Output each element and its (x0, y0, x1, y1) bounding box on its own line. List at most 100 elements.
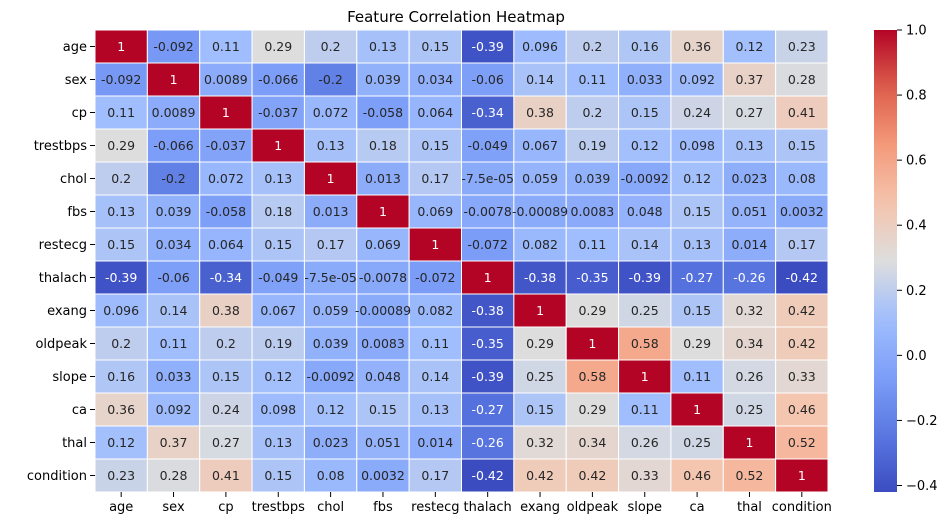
cell-annotation-cp-exang: 0.38 (526, 105, 554, 120)
cell-annotation-ca-condition: 0.46 (788, 402, 816, 417)
cell-annotation-thalach-age: -0.39 (105, 270, 137, 285)
heatmap-cell-thalach-condition (775, 260, 829, 295)
cell-annotation-chol-restecg: 0.17 (421, 171, 449, 186)
heatmap-cell-fbs-condition (775, 194, 829, 229)
heatmap-cell-ca-cp (199, 392, 253, 427)
colorbar: 1.0 0.8 0.6 0.4 0.2 0.0 −0.2 −0.4 (874, 24, 938, 494)
cell-annotation-trestbps-restecg: 0.15 (421, 138, 449, 153)
cell-annotation-exang-fbs: -0.00089 (355, 303, 411, 318)
heatmap-cell-thal-thalach (461, 425, 515, 460)
cell-annotation-fbs-thalach: -0.0078 (464, 204, 512, 219)
cell-annotation-thal-ca: 0.25 (683, 435, 711, 450)
cell-annotation-cp-sex: 0.0089 (152, 105, 196, 120)
heatmap-cell-sex-restecg (408, 62, 463, 97)
y-tick-label-restecg: restecg (39, 238, 87, 253)
x-tick-label-trestbps: trestbps (252, 500, 306, 515)
cell-annotation-sex-fbs: 0.039 (365, 72, 401, 87)
heatmap-cell-thalach-sex (146, 260, 201, 295)
x-tick-label-age: age (109, 500, 133, 515)
cell-annotation-restecg-trestbps: 0.15 (264, 237, 292, 252)
cell-annotation-restecg-thal: 0.014 (732, 237, 768, 252)
heatmap-cell-sex-thal (722, 62, 777, 97)
cell-annotation-cp-fbs: -0.058 (363, 105, 403, 120)
cell-annotation-sex-chol: -0.2 (318, 72, 342, 87)
cell-annotation-condition-condition: 1 (798, 468, 806, 483)
cell-annotation-oldpeak-thal: 0.34 (736, 336, 764, 351)
y-tick-label-condition: condition (27, 469, 87, 484)
heatmap-cell-trestbps-thalach (461, 128, 515, 163)
chart-title: Feature Correlation Heatmap (347, 8, 565, 26)
x-tick-label-thalach: thalach (464, 500, 512, 515)
cell-annotation-ca-cp: 0.24 (212, 402, 240, 417)
y-tick-label-thal: thal (62, 436, 87, 451)
y-tick-label-oldpeak: oldpeak (35, 337, 87, 352)
cell-annotation-ca-sex: 0.092 (156, 402, 192, 417)
cell-annotation-oldpeak-fbs: 0.0083 (361, 336, 405, 351)
cell-annotation-oldpeak-sex: 0.11 (160, 336, 188, 351)
heatmap-cell-thal-slope (618, 425, 672, 460)
cell-annotation-age-trestbps: 0.29 (264, 39, 292, 54)
y-tick-label-thalach: thalach (39, 271, 87, 286)
cell-annotation-age-age: 1 (117, 39, 125, 54)
y-tick-label-trestbps: trestbps (34, 139, 88, 154)
cell-annotation-cp-oldpeak: 0.2 (582, 105, 602, 120)
cell-annotation-thalach-ca: -0.27 (681, 270, 713, 285)
heatmap-cell-restecg-thal (722, 227, 777, 262)
x-tick-label-fbs: fbs (373, 500, 393, 515)
cell-annotation-condition-sex: 0.28 (160, 468, 188, 483)
cell-annotation-ca-thal: 0.25 (736, 402, 764, 417)
heatmap-cell-condition-thal (722, 458, 777, 493)
heatmap-cell-chol-thal (722, 161, 777, 196)
heatmap-cell-oldpeak-thalach (461, 326, 515, 361)
heatmap-cell-age-thalach (461, 29, 515, 64)
cell-annotation-chol-thalach: -7.5e-05 (461, 171, 514, 186)
cell-annotation-fbs-chol: 0.013 (313, 204, 349, 219)
cell-annotation-chol-sex: -0.2 (161, 171, 185, 186)
heatmap-cell-fbs-cp (199, 194, 253, 229)
cell-annotation-thalach-sex: -0.06 (157, 270, 189, 285)
cell-annotation-oldpeak-age: 0.2 (111, 336, 131, 351)
cell-annotation-oldpeak-ca: 0.29 (683, 336, 711, 351)
heatmap-cell-ca-sex (146, 392, 201, 427)
cell-annotation-thalach-chol: -7.5e-05 (304, 270, 357, 285)
heatmap-cell-age-oldpeak (565, 29, 620, 64)
heatmap-cell-ca-condition (775, 392, 829, 427)
x-tick-label-chol: chol (317, 500, 344, 515)
cell-annotation-sex-thalach: -0.06 (472, 72, 504, 87)
cell-annotation-fbs-condition: 0.0032 (780, 204, 824, 219)
heatmap-cell-trestbps-ca (670, 128, 724, 163)
y-tick-label-slope: slope (52, 370, 87, 385)
heatmap-cell-slope-slope (618, 359, 672, 394)
cell-annotation-ca-thalach: -0.27 (472, 402, 504, 417)
cell-annotation-age-thalach: -0.39 (472, 39, 504, 54)
cell-annotation-sex-age: -0.092 (101, 72, 141, 87)
cell-annotation-age-oldpeak: 0.2 (582, 39, 602, 54)
x-tick-label-restecg: restecg (411, 500, 459, 515)
cell-annotation-restecg-thalach: -0.072 (468, 237, 508, 252)
y-tick-label-age: age (63, 40, 87, 55)
heatmap-cell-condition-slope (618, 458, 672, 493)
x-tick-label-sex: sex (162, 500, 185, 515)
cell-annotation-exang-age: 0.096 (103, 303, 139, 318)
y-tick-label-sex: sex (65, 73, 88, 88)
cell-annotation-fbs-exang: -0.00089 (512, 204, 568, 219)
heatmap-cell-exang-trestbps (251, 293, 305, 328)
heatmap-cell-cp-condition (775, 95, 829, 130)
heatmap-cell-trestbps-chol (303, 128, 358, 163)
heatmap-cell-condition-ca (670, 458, 724, 493)
heatmap-cell-cp-age (94, 95, 148, 130)
heatmap-cell-fbs-thal (722, 194, 777, 229)
heatmap-cell-restecg-chol (303, 227, 358, 262)
heatmap-cell-exang-ca (670, 293, 724, 328)
colorbar-tick-label: 0.6 (906, 154, 927, 169)
cell-annotation-sex-ca: 0.092 (679, 72, 715, 87)
cell-annotation-thalach-oldpeak: -0.35 (576, 270, 608, 285)
cell-annotation-cp-condition: 0.41 (788, 105, 816, 120)
cell-annotation-thal-fbs: 0.051 (365, 435, 401, 450)
cell-annotation-age-slope: 0.16 (631, 39, 659, 54)
cell-annotation-slope-fbs: 0.048 (365, 369, 401, 384)
cell-annotation-trestbps-age: 0.29 (107, 138, 135, 153)
cell-annotation-exang-trestbps: 0.067 (260, 303, 296, 318)
cell-annotation-slope-exang: 0.25 (526, 369, 554, 384)
cell-annotation-fbs-restecg: 0.069 (417, 204, 453, 219)
